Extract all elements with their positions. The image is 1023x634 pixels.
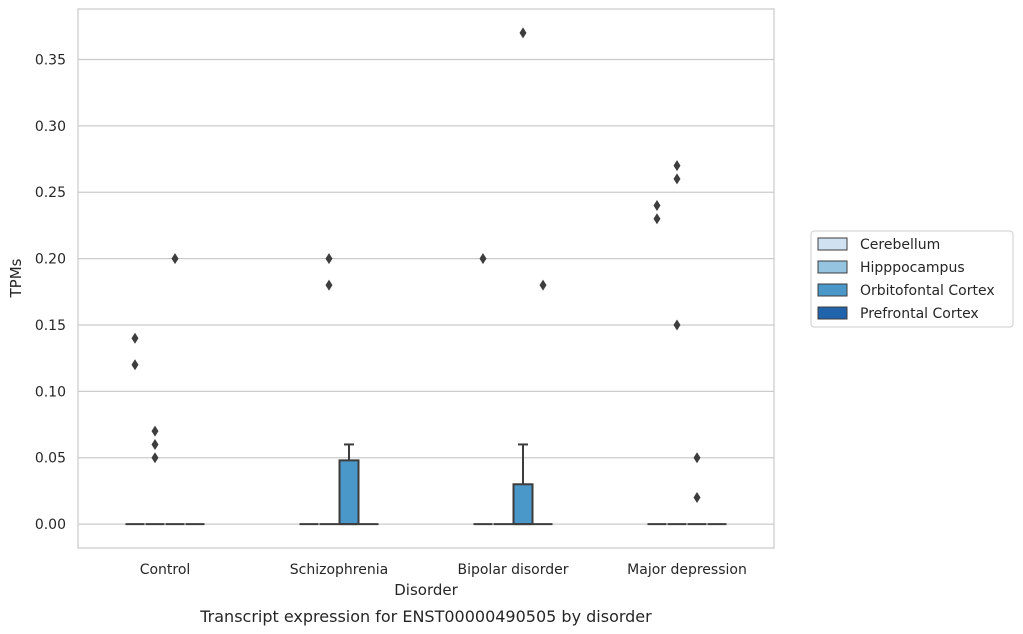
y-tick-label: 0.00 — [35, 517, 66, 533]
box-group — [125, 332, 145, 526]
x-tick-label: Bipolar disorder — [457, 562, 568, 578]
legend-label: Prefrontal Cortex — [860, 306, 979, 322]
y-tick-label: 0.25 — [35, 185, 66, 201]
outlier-point — [673, 319, 681, 331]
y-tick-label: 0.05 — [35, 451, 66, 467]
legend-swatch — [817, 283, 848, 297]
outlier-point — [131, 359, 139, 371]
x-tick-label: Schizophrenia — [290, 562, 388, 578]
legend-swatch — [817, 306, 848, 320]
outlier-point — [151, 438, 159, 450]
box-group — [647, 199, 667, 526]
legend-swatch — [817, 237, 848, 251]
outlier-point — [151, 425, 159, 437]
outlier-point — [151, 452, 159, 464]
box-marks — [125, 27, 727, 526]
outlier-point — [325, 279, 333, 291]
x-tick-label: Major depression — [627, 562, 747, 578]
outlier-point — [171, 253, 179, 265]
box-group — [145, 425, 165, 526]
plot-frame — [77, 8, 775, 549]
outlier-point — [693, 492, 701, 504]
legend-label: Hipppocampus — [860, 260, 965, 276]
legend-label: Cerebellum — [860, 237, 940, 253]
y-tick-label: 0.35 — [35, 52, 66, 68]
legend: Cerebellum Hipppocampus Orbitofontal Corte… — [810, 230, 1014, 328]
chart-caption: Transcript expression for ENST0000049050… — [199, 607, 652, 626]
outlier-point — [519, 27, 527, 39]
outlier-point — [325, 253, 333, 265]
box-group — [473, 253, 493, 526]
outlier-point — [653, 199, 661, 211]
outlier-point — [693, 452, 701, 464]
box-group — [533, 279, 553, 526]
x-axis-title: Disorder — [394, 581, 458, 599]
box-group — [512, 27, 534, 526]
box-group — [319, 253, 339, 526]
outlier-point — [673, 173, 681, 185]
box — [338, 459, 360, 526]
legend-swatch — [817, 260, 848, 274]
x-tick-labels: Control Schizophrenia Bipolar disorder Majo… — [140, 562, 747, 578]
legend-label: Orbitofontal Cortex — [860, 283, 995, 299]
outlier-point — [131, 332, 139, 344]
outlier-point — [539, 279, 547, 291]
box-group — [338, 443, 360, 526]
outlier-point — [673, 160, 681, 172]
y-tick-label: 0.15 — [35, 318, 66, 334]
box — [512, 483, 534, 526]
plot-background — [78, 9, 774, 548]
y-tick-labels: 0.00 0.05 0.10 0.15 0.20 0.25 0.30 0.35 — [35, 52, 66, 533]
grid-lines — [78, 58, 774, 525]
outlier-point — [653, 213, 661, 225]
y-tick-label: 0.20 — [35, 252, 66, 268]
outlier-point — [479, 253, 487, 265]
y-tick-label: 0.10 — [35, 384, 66, 400]
box-group — [667, 160, 687, 526]
y-tick-label: 0.30 — [35, 119, 66, 135]
box-group — [165, 253, 185, 526]
y-axis-title: TPMs — [7, 258, 25, 298]
x-tick-label: Control — [140, 562, 191, 578]
box-group — [687, 452, 707, 526]
legend-frame — [810, 230, 1014, 328]
